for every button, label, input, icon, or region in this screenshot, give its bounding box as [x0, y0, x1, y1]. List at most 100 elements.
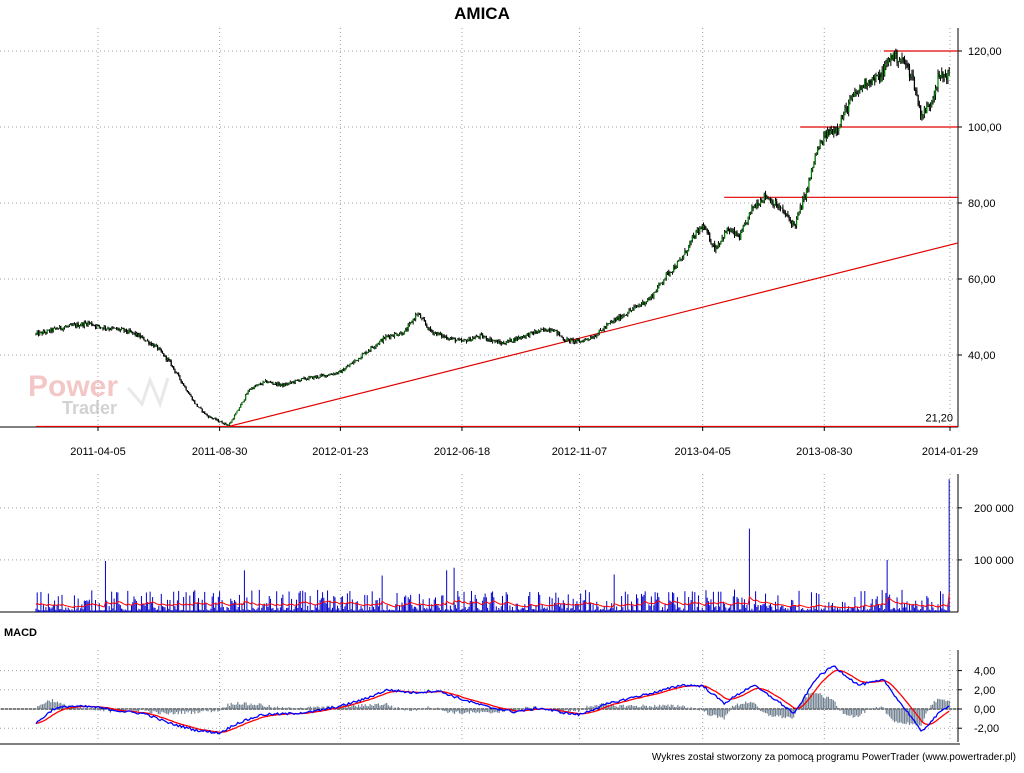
candle-body — [788, 216, 790, 220]
candle-body — [44, 331, 46, 333]
candle-body — [521, 336, 523, 338]
candle-body — [228, 423, 231, 426]
candle-body — [635, 306, 638, 307]
macd-y-tick-label: 4,00 — [974, 666, 995, 678]
candle-body — [941, 71, 943, 76]
candle-body — [111, 327, 113, 330]
candle-body — [247, 390, 249, 394]
candle-body — [554, 330, 556, 332]
candle-body — [688, 245, 690, 251]
candle-body — [603, 327, 605, 331]
candle-body — [537, 330, 540, 333]
candle-body — [91, 322, 93, 326]
candle-body — [340, 370, 342, 373]
candle-body — [349, 364, 351, 366]
candle-body — [84, 322, 87, 324]
candle-body — [738, 236, 741, 240]
candle-body — [393, 333, 396, 337]
candle-body — [237, 410, 239, 411]
candle-body — [99, 326, 102, 328]
candle-body — [400, 332, 402, 335]
candle-body — [634, 306, 636, 307]
candle-body — [103, 326, 105, 329]
candle-body — [792, 221, 794, 226]
candle-body — [532, 332, 535, 334]
candle-body — [525, 334, 527, 338]
candle-body — [518, 336, 520, 340]
candle-body — [455, 340, 458, 342]
candle-body — [511, 341, 514, 343]
candle-body — [746, 222, 748, 224]
macd-y-tick-label: 2,00 — [974, 685, 995, 697]
candle-body — [199, 407, 201, 409]
candle-body — [592, 337, 594, 339]
candle-body — [897, 62, 899, 63]
candle-body — [441, 333, 443, 337]
candle-body — [516, 337, 518, 340]
candle-body — [942, 71, 944, 78]
candle-body — [369, 350, 371, 352]
candle-body — [585, 338, 587, 340]
candle-body — [211, 417, 213, 419]
candle-body — [161, 351, 164, 354]
candle-body — [218, 421, 221, 423]
candle-body — [129, 330, 131, 332]
candle-body — [876, 75, 878, 76]
candle-body — [328, 375, 330, 377]
candle-body — [580, 341, 582, 343]
candle-body — [220, 421, 222, 423]
candle-body — [927, 104, 929, 107]
candle-body — [71, 324, 73, 326]
candle-body — [684, 250, 686, 255]
candle-body — [65, 326, 67, 328]
candle-body — [619, 315, 621, 320]
candle-body — [292, 381, 294, 383]
candle-body — [345, 367, 347, 370]
candle-body — [106, 328, 108, 330]
candle-body — [645, 301, 648, 303]
candle-body — [529, 332, 531, 337]
candle-body — [381, 339, 383, 342]
candle-body — [205, 413, 207, 415]
candle-body — [335, 372, 337, 375]
candle-body — [625, 314, 628, 316]
candle-body — [119, 329, 121, 331]
candle-body — [37, 331, 40, 336]
candle-body — [606, 324, 608, 328]
candle-body — [86, 323, 88, 326]
candle-body — [854, 92, 856, 97]
candle-body — [601, 330, 603, 331]
candle-body — [924, 107, 927, 114]
candle-body — [462, 340, 464, 342]
candle-body — [308, 376, 310, 380]
candle-body — [113, 327, 115, 329]
candle-body — [702, 225, 705, 229]
candle-body — [148, 340, 150, 345]
candle-body — [769, 198, 772, 204]
candle-body — [401, 332, 403, 335]
candle-body — [468, 337, 470, 341]
candle-body — [697, 229, 700, 233]
y-tick-label: 40,00 — [968, 350, 996, 362]
candle-body — [526, 333, 528, 335]
candle-body — [623, 315, 625, 317]
candle-body — [385, 336, 387, 339]
candle-body — [364, 352, 366, 354]
candle-body — [916, 90, 918, 96]
candle-body — [652, 295, 654, 298]
candle-body — [190, 395, 192, 397]
candle-body — [254, 385, 257, 387]
candle-body — [759, 200, 762, 205]
volume-panel: 100 000 200 000 — [0, 474, 1014, 613]
footer-credit: Wykres został stworzony za pomocą progra… — [652, 752, 1016, 763]
candle-body — [434, 332, 437, 334]
candle-body — [380, 339, 382, 342]
candle-body — [428, 327, 430, 330]
candle-body — [839, 125, 841, 129]
candle-body — [245, 394, 247, 400]
candle-body — [392, 335, 394, 337]
candle-body — [250, 389, 252, 390]
candle-body — [575, 340, 577, 342]
